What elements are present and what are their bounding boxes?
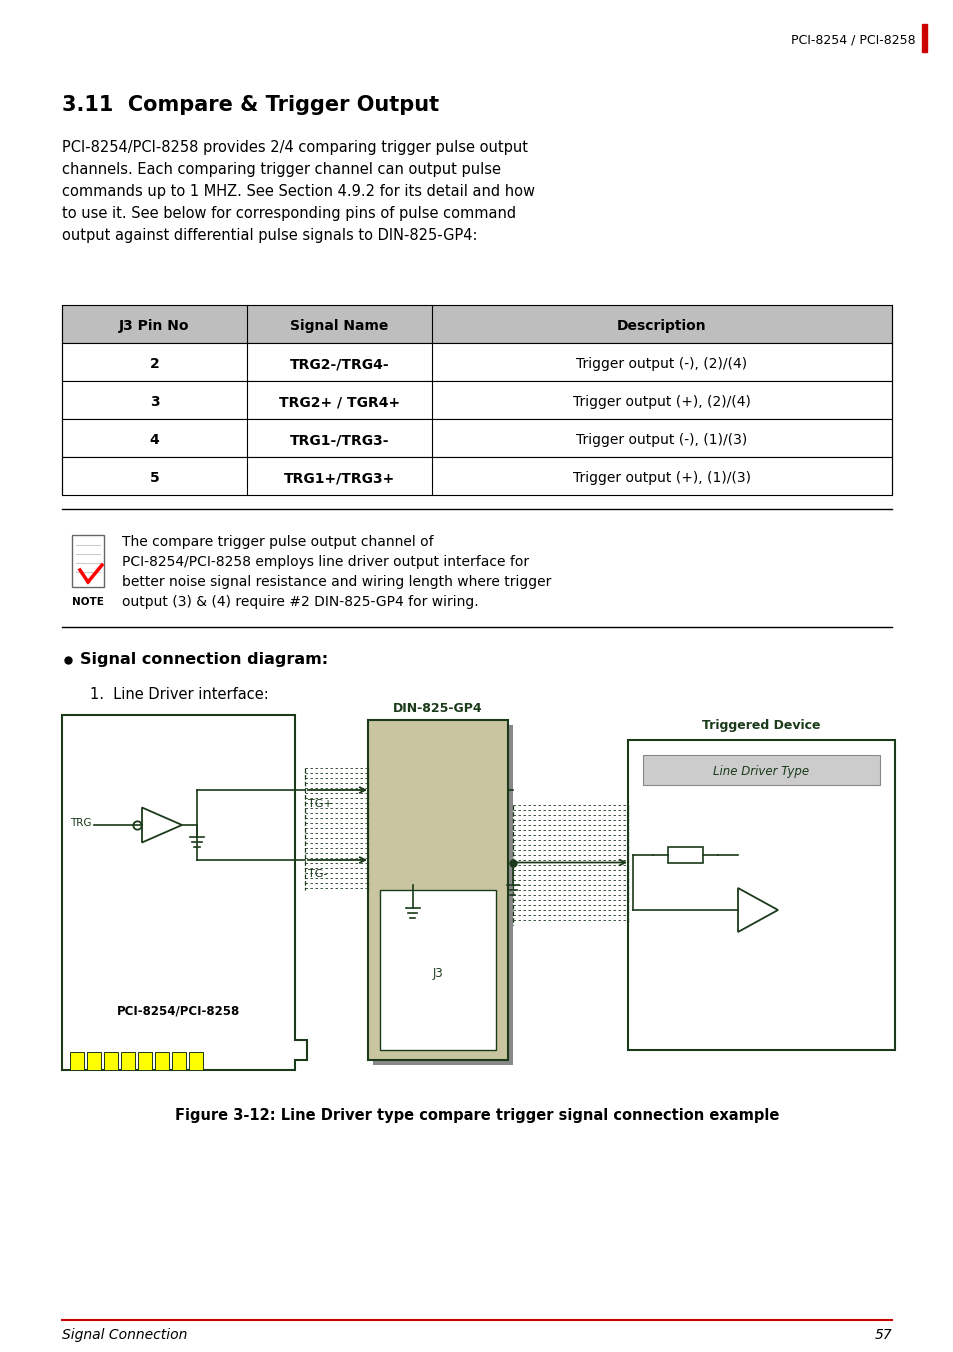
Text: Trigger output (-), (1)/(3): Trigger output (-), (1)/(3) — [576, 433, 747, 448]
Text: J3 Pin No: J3 Pin No — [119, 319, 190, 333]
Bar — [189, 1052, 203, 1069]
Text: Figure 3-12: Line Driver type compare trigger signal connection example: Figure 3-12: Line Driver type compare tr… — [174, 1109, 779, 1124]
Text: Line Driver Type: Line Driver Type — [713, 765, 809, 779]
Bar — [172, 1052, 186, 1069]
Text: PCI-8254/PCI-8258: PCI-8254/PCI-8258 — [117, 1005, 240, 1018]
Text: PCI-8254/PCI-8258 employs line driver output interface for: PCI-8254/PCI-8258 employs line driver ou… — [122, 556, 529, 569]
Bar — [627, 740, 894, 1051]
Text: TRG: TRG — [70, 818, 91, 827]
Text: 5: 5 — [150, 470, 159, 485]
Bar — [667, 846, 702, 863]
Bar — [379, 890, 496, 1051]
Text: TG-: TG- — [308, 869, 327, 879]
Text: 3.11  Compare & Trigger Output: 3.11 Compare & Trigger Output — [62, 95, 438, 115]
Bar — [121, 1052, 135, 1069]
Text: Signal Connection: Signal Connection — [62, 1328, 187, 1343]
Bar — [70, 1052, 84, 1069]
Text: Trigger output (+), (2)/(4): Trigger output (+), (2)/(4) — [573, 395, 750, 410]
Text: TRG2+ / TGR4+: TRG2+ / TGR4+ — [278, 395, 399, 410]
Text: Trigger output (-), (2)/(4): Trigger output (-), (2)/(4) — [576, 357, 747, 370]
Text: J3: J3 — [432, 968, 443, 980]
Text: channels. Each comparing trigger channel can output pulse: channels. Each comparing trigger channel… — [62, 162, 500, 177]
Text: DIN-825-GP4: DIN-825-GP4 — [393, 702, 482, 715]
Text: 2: 2 — [150, 357, 159, 370]
Text: commands up to 1 MHZ. See Section 4.9.2 for its detail and how: commands up to 1 MHZ. See Section 4.9.2 … — [62, 184, 535, 199]
Bar — [62, 343, 891, 381]
Text: 3: 3 — [150, 395, 159, 410]
Text: 4: 4 — [150, 433, 159, 448]
Text: output against differential pulse signals to DIN-825-GP4:: output against differential pulse signal… — [62, 228, 477, 243]
Text: 57: 57 — [873, 1328, 891, 1343]
Polygon shape — [738, 888, 778, 932]
Text: output (3) & (4) require #2 DIN-825-GP4 for wiring.: output (3) & (4) require #2 DIN-825-GP4 … — [122, 595, 478, 608]
Text: Signal connection diagram:: Signal connection diagram: — [80, 652, 328, 667]
Bar — [62, 306, 891, 343]
Text: Triggered Device: Triggered Device — [701, 719, 820, 731]
Text: better noise signal resistance and wiring length where trigger: better noise signal resistance and wirin… — [122, 575, 551, 589]
Text: 1.  Line Driver interface:: 1. Line Driver interface: — [90, 687, 269, 702]
Text: TRG2-/TRG4-: TRG2-/TRG4- — [290, 357, 389, 370]
Text: to use it. See below for corresponding pins of pulse command: to use it. See below for corresponding p… — [62, 206, 516, 220]
Text: Trigger output (+), (1)/(3): Trigger output (+), (1)/(3) — [573, 470, 750, 485]
Text: PCI-8254/PCI-8258 provides 2/4 comparing trigger pulse output: PCI-8254/PCI-8258 provides 2/4 comparing… — [62, 141, 527, 155]
Text: Description: Description — [617, 319, 706, 333]
Text: Signal Name: Signal Name — [290, 319, 388, 333]
Bar — [62, 457, 891, 495]
Text: PCI-8254 / PCI-8258: PCI-8254 / PCI-8258 — [791, 34, 915, 46]
Bar — [642, 754, 879, 786]
Text: TRG1+/TRG3+: TRG1+/TRG3+ — [284, 470, 395, 485]
Text: The compare trigger pulse output channel of: The compare trigger pulse output channel… — [122, 535, 434, 549]
Bar — [138, 1052, 152, 1069]
Polygon shape — [71, 535, 104, 587]
Bar — [62, 419, 891, 457]
Bar — [87, 1052, 101, 1069]
Bar — [373, 725, 513, 1065]
Text: TG+: TG+ — [308, 799, 333, 808]
Text: NOTE: NOTE — [72, 598, 104, 607]
Bar — [921, 24, 926, 51]
Bar — [62, 381, 891, 419]
Polygon shape — [142, 807, 182, 842]
Bar — [368, 721, 507, 1060]
Bar — [154, 1052, 169, 1069]
Bar — [104, 1052, 118, 1069]
Text: TRG1-/TRG3-: TRG1-/TRG3- — [290, 433, 389, 448]
Polygon shape — [62, 715, 307, 1069]
